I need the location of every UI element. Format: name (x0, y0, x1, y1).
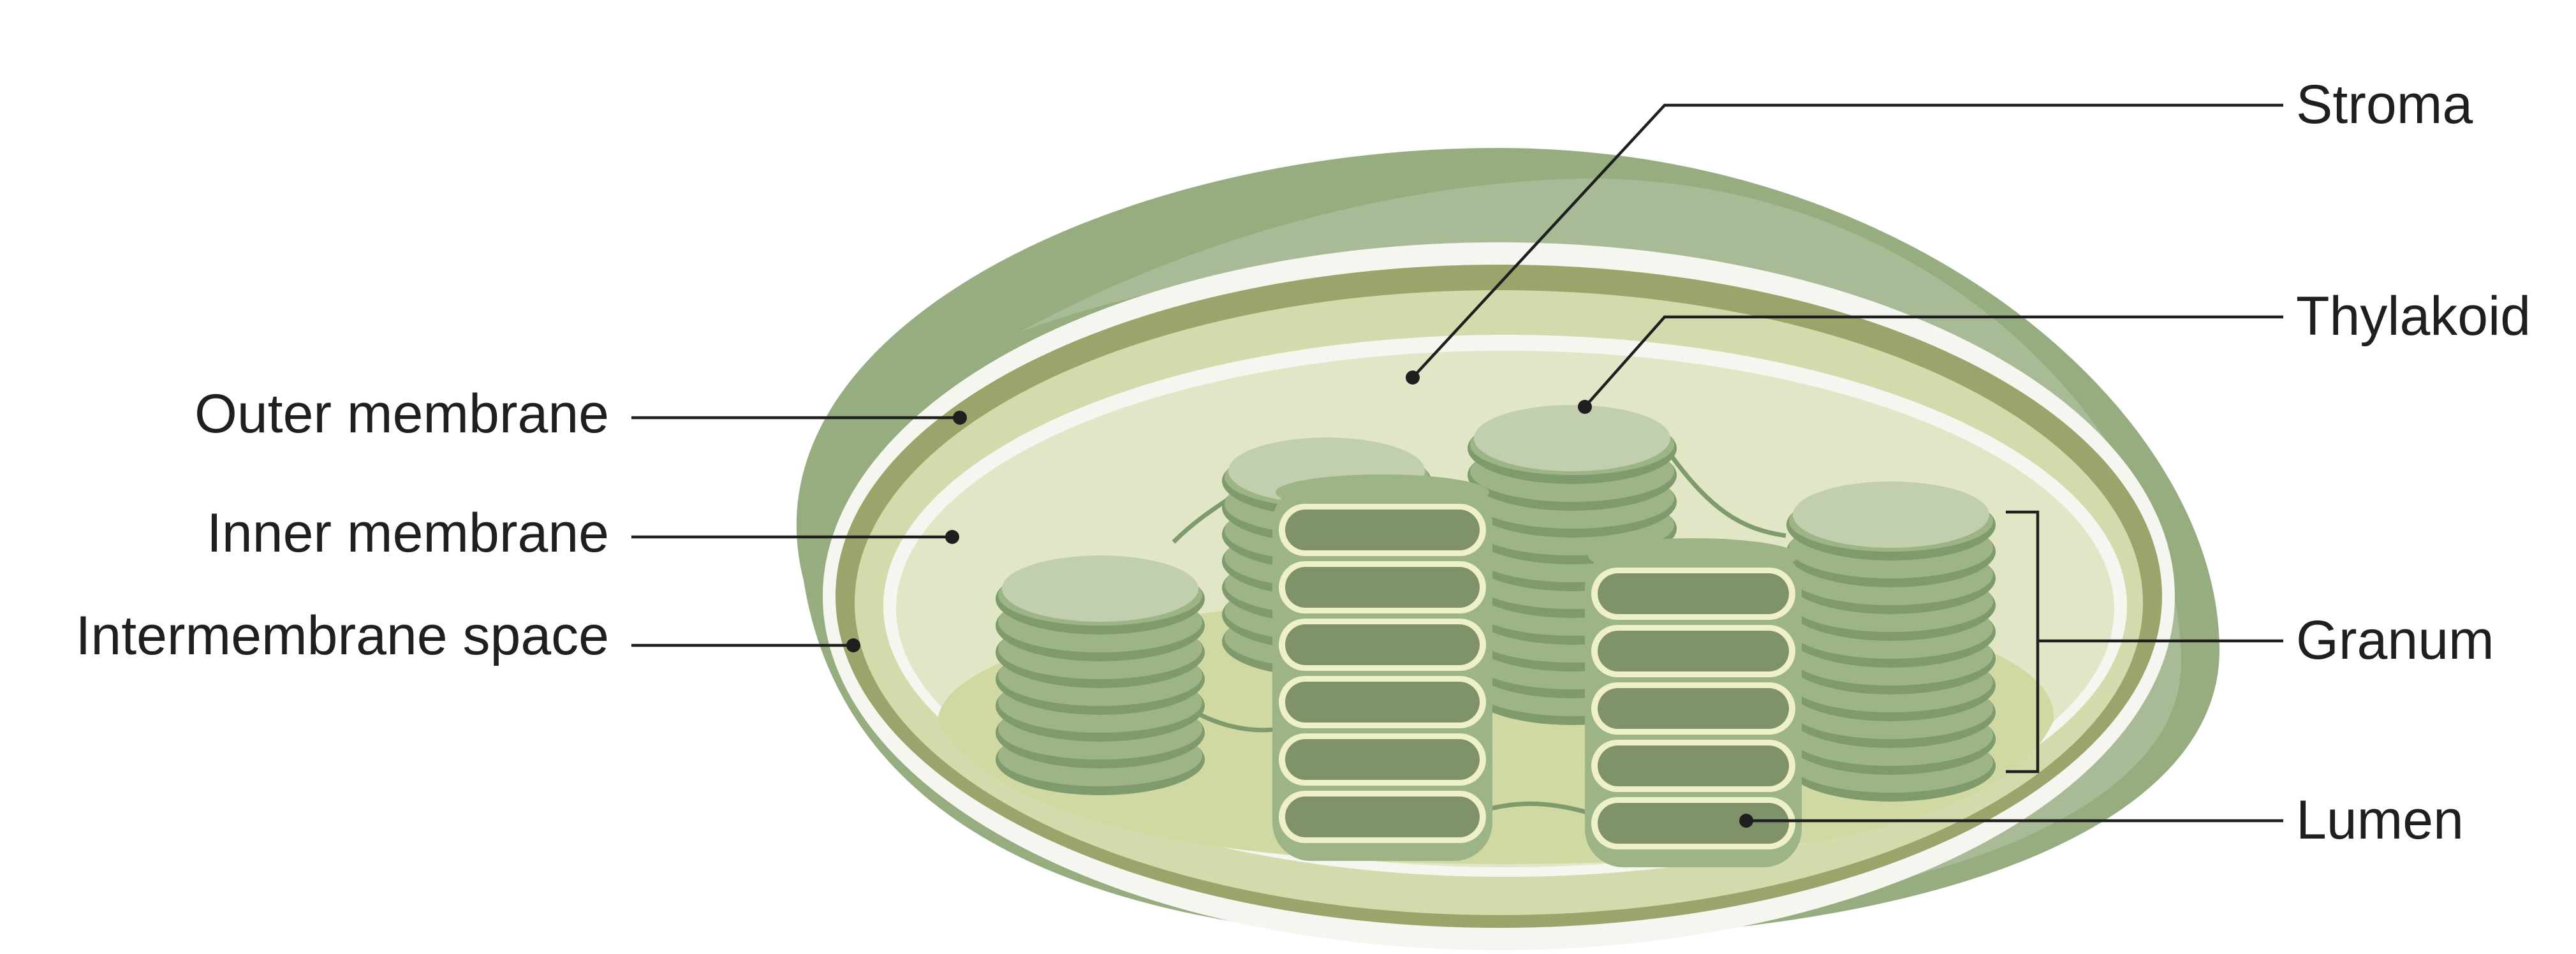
lumen-compartment (1598, 573, 1789, 614)
lumen-compartment (1285, 567, 1480, 608)
label-stroma: Stroma (2296, 74, 2473, 135)
lumen-compartment (1285, 682, 1480, 723)
lumen-compartment (1285, 739, 1480, 780)
label-lumen: Lumen (2296, 789, 2464, 851)
thylakoid-top (1002, 555, 1198, 622)
lumen-compartment (1598, 745, 1789, 786)
labels: Stroma Thylakoid Granum Lumen Outer memb… (75, 74, 2531, 851)
lumen-compartment (1598, 688, 1789, 729)
granum-front-right-cutaway (1585, 538, 1802, 867)
stroma-pointer-dot (1406, 371, 1420, 385)
label-thylakoid: Thylakoid (2296, 286, 2531, 347)
inner-membrane-pointer-dot (945, 530, 959, 544)
lumen-compartment (1598, 803, 1789, 844)
lumen-pointer-dot (1739, 814, 1753, 828)
leader-lines (631, 103, 2283, 828)
label-outer-membrane: Outer membrane (195, 383, 609, 444)
granum-left (996, 555, 1205, 795)
label-intermembrane-space: Intermembrane space (75, 605, 609, 666)
granum-right (1786, 481, 1996, 802)
thylakoid-pointer-dot (1578, 400, 1592, 414)
granum-cap (1276, 474, 1489, 510)
lumen-compartment (1285, 796, 1480, 837)
thylakoid-leader (1584, 315, 2283, 408)
outer-membrane-pointer-dot (953, 411, 967, 425)
granum-cap (1588, 538, 1799, 574)
thylakoid-top (1793, 481, 1989, 548)
thylakoid-top (1474, 405, 1670, 471)
label-inner-membrane: Inner membrane (207, 503, 609, 564)
intermembrane-space-pointer-dot (846, 638, 860, 652)
lumen-compartment (1285, 624, 1480, 665)
stroma-leader (1411, 103, 2283, 379)
lumen-compartment (1598, 631, 1789, 671)
lumen-compartment (1285, 510, 1480, 550)
label-granum: Granum (2296, 610, 2494, 671)
granum-front-left-cutaway (1272, 474, 1492, 861)
